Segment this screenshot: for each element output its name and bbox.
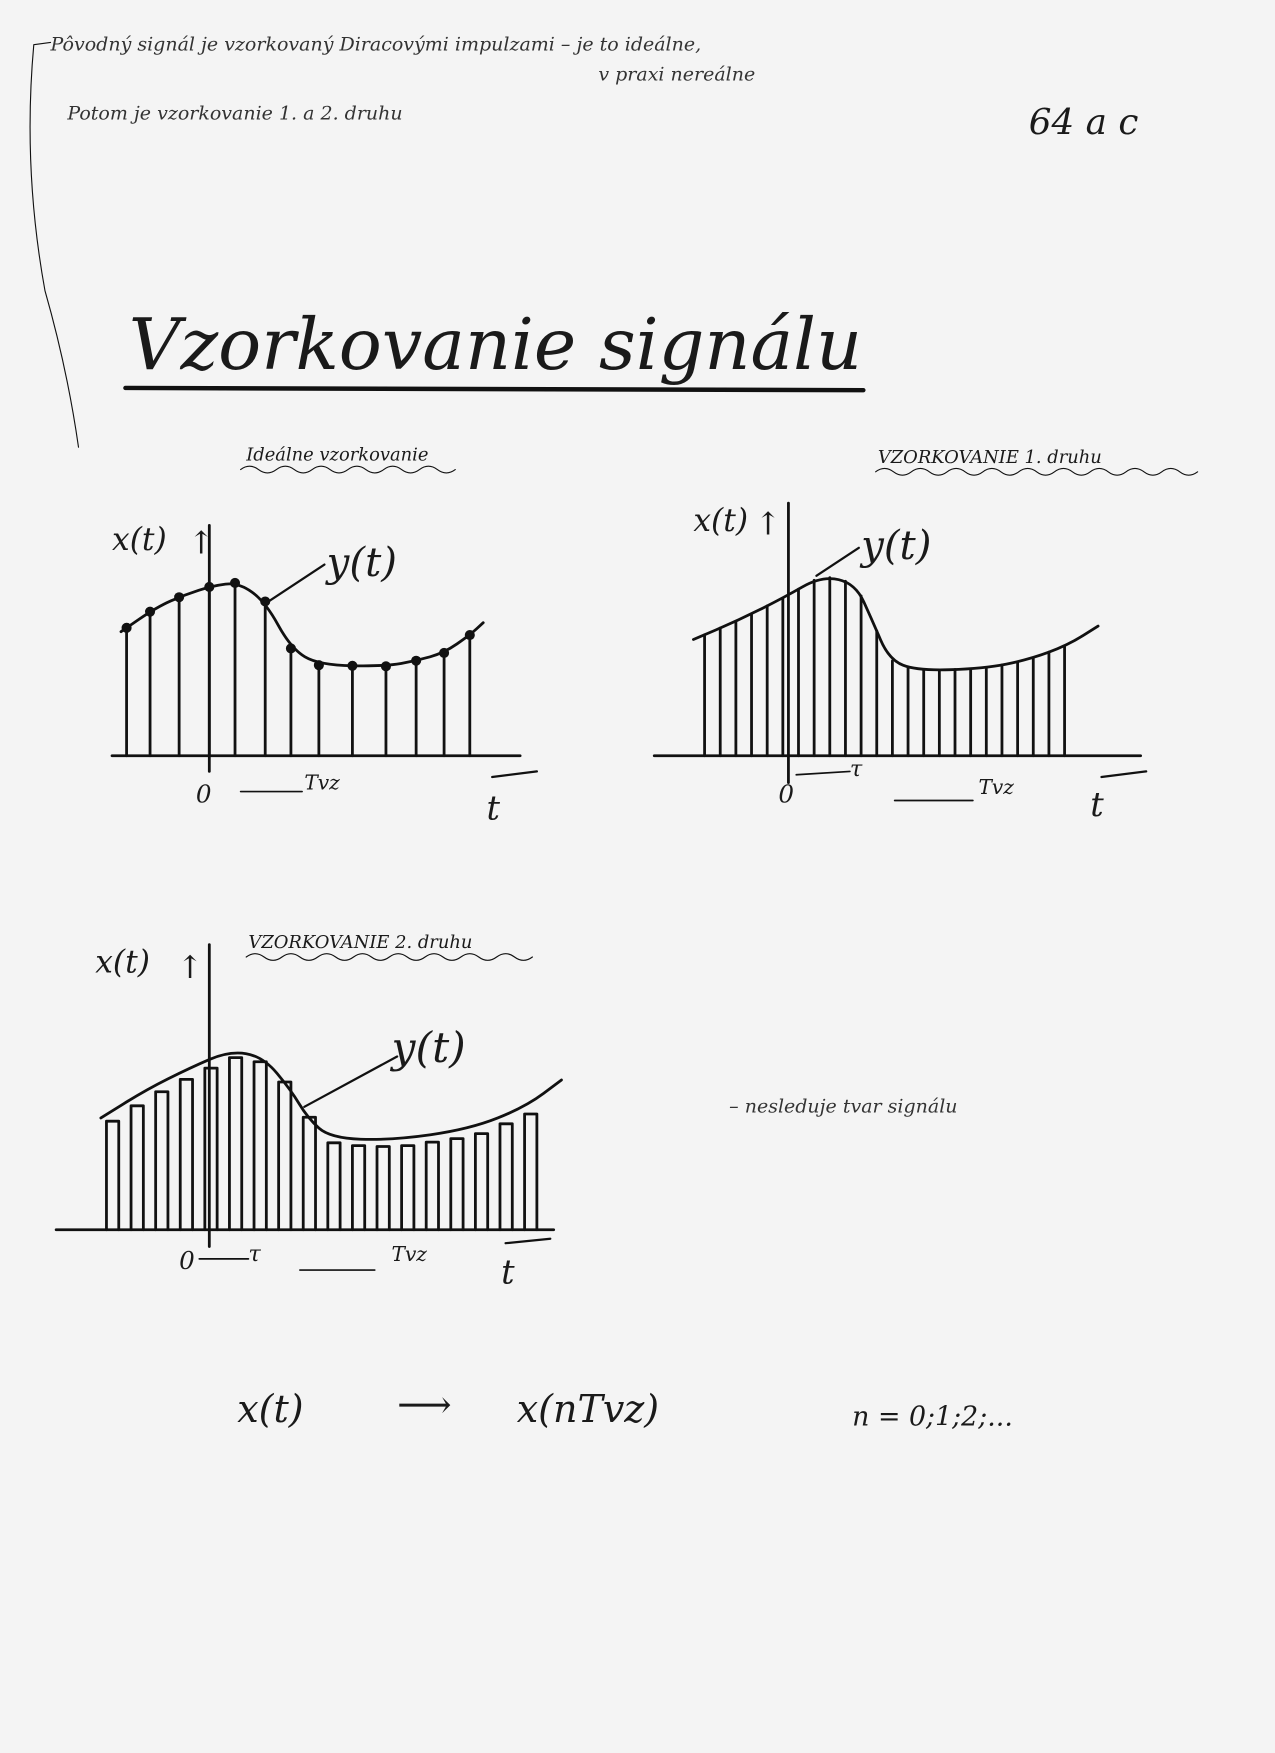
- side-note: – nesleduje tvar signálu: [729, 1095, 957, 1117]
- plot-ideal-sampling: Ideálne vzorkovanie x(t) ↑ y(t) 0 Tvz t: [110, 445, 538, 827]
- flat-top-pulse: [326, 1141, 342, 1232]
- flat-top-pulse: [301, 1115, 317, 1232]
- curve-label-pointer: [303, 1055, 399, 1108]
- origin-label: 0: [179, 1246, 195, 1275]
- formula-index: n = 0;1;2;...: [852, 1401, 1013, 1432]
- y-axis-label: x(t): [95, 945, 150, 981]
- curve-label-pointer: [267, 563, 326, 603]
- y-axis-arrow: ↑: [755, 506, 781, 542]
- margin-bracket: [29, 41, 80, 448]
- pulse-width-label: τ: [248, 1241, 261, 1267]
- y-axis-arrow: ↑: [177, 950, 203, 986]
- curve-label: y(t): [859, 523, 931, 569]
- curve-label-pointer: [815, 546, 860, 577]
- curve-label: y(t): [325, 540, 397, 586]
- flat-top-pulse: [203, 1066, 219, 1232]
- page-title: Vzorkovanie signálu: [129, 303, 862, 386]
- page-number: 64 a c: [1029, 102, 1139, 143]
- flat-top-pulse: [449, 1137, 465, 1232]
- y-axis-arrow: ↑: [188, 525, 214, 561]
- flat-top-pulse: [228, 1056, 244, 1232]
- flat-top-pulse: [375, 1145, 391, 1232]
- heading-wavy-underline: [875, 467, 1199, 476]
- signal-curve: [692, 577, 1100, 672]
- pulse-width-label: τ: [850, 756, 863, 782]
- flat-top-pulse: [523, 1112, 539, 1232]
- curve-label: y(t): [390, 1024, 466, 1073]
- note-line-2: Potom je vzorkovanie 1. a 2. druhu: [66, 103, 402, 125]
- flat-top-pulse: [473, 1132, 490, 1232]
- title-underline: [123, 385, 866, 393]
- x-axis-arrow: [491, 770, 538, 779]
- sampling-formula: x(t) ⟶ x(nTvz) n = 0;1;2;...: [237, 1383, 1013, 1433]
- period-label: Tvz: [304, 770, 340, 794]
- y-axis-label: x(t): [693, 503, 748, 539]
- note-line-1: Pôvodný signál je vzorkovaný Diracovými …: [50, 33, 702, 55]
- flat-top-pulse: [424, 1140, 440, 1232]
- x-axis-label: t: [487, 788, 501, 827]
- flat-top-pulse: [178, 1078, 194, 1232]
- flat-top-pulse: [105, 1119, 121, 1232]
- flat-top-pulse: [277, 1080, 293, 1232]
- plot-heading: VZORKOVANIE 1. druhu: [878, 447, 1102, 468]
- plot-heading: VZORKOVANIE 2. druhu: [248, 932, 472, 953]
- flat-top-pulse: [400, 1144, 416, 1232]
- flat-top-pulse: [498, 1122, 514, 1232]
- flat-top-pulse: [154, 1090, 170, 1232]
- plot-sampling-type-2: VZORKOVANIE 2. druhu x(t) ↑ y(t) 0 τ Tvz…: [54, 932, 563, 1291]
- flat-top-pulse: [129, 1104, 145, 1232]
- x-axis-label: t: [1090, 785, 1104, 824]
- plot-heading: Ideálne vzorkovanie: [245, 445, 428, 466]
- x-axis-arrow: [504, 1237, 552, 1245]
- signal-curve: [99, 1051, 563, 1141]
- pulse-width-arrow: [795, 770, 851, 776]
- origin-label: 0: [778, 780, 794, 809]
- x-axis-arrow: [1100, 770, 1148, 779]
- y-axis-label: x(t): [112, 522, 167, 558]
- flat-top-pulse: [252, 1060, 268, 1232]
- flat-top-pulse: [351, 1144, 367, 1232]
- period-label: Tvz: [392, 1242, 428, 1266]
- note-line-1b: v praxi nereálne: [598, 63, 755, 85]
- signal-curve: [119, 582, 485, 668]
- period-label: Tvz: [978, 775, 1014, 799]
- heading-wavy-underline: [240, 465, 456, 474]
- plot-sampling-type-1: VZORKOVANIE 1. druhu x(t) ↑ y(t) 0 τ Tvz…: [652, 447, 1199, 824]
- heading-wavy-underline: [245, 953, 533, 961]
- formula-right: x(nTvz): [517, 1387, 659, 1431]
- formula-arrow: ⟶: [397, 1383, 451, 1427]
- formula-left: x(t): [237, 1387, 303, 1431]
- x-axis-label: t: [501, 1252, 515, 1291]
- origin-label: 0: [196, 780, 212, 809]
